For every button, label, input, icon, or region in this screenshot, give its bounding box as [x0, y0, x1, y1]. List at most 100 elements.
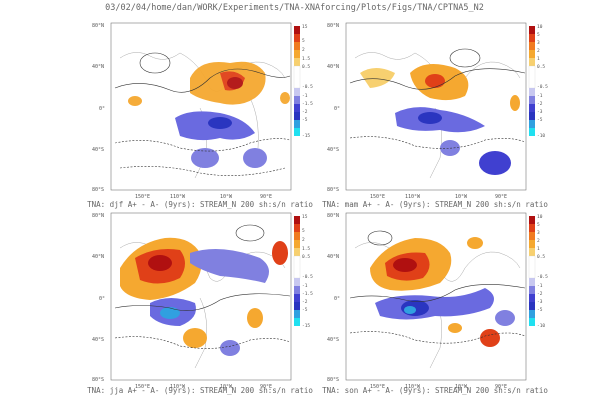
- colorbar-labels: 10 5 3 2 1 0.5 -0.5 -1 -2 -3 -5 -10: [537, 24, 548, 139]
- svg-text:2: 2: [537, 238, 540, 244]
- svg-text:110°W: 110°W: [170, 384, 186, 390]
- svg-text:150°E: 150°E: [370, 194, 385, 200]
- svg-text:90°E: 90°E: [495, 384, 507, 390]
- svg-text:5: 5: [302, 38, 305, 44]
- svg-text:-1: -1: [302, 93, 308, 99]
- svg-text:-10: -10: [537, 323, 545, 329]
- svg-text:-1: -1: [537, 93, 543, 99]
- svg-text:-1: -1: [537, 283, 543, 289]
- svg-text:110°W: 110°W: [170, 194, 186, 200]
- colorbar: [293, 26, 301, 136]
- svg-text:-5: -5: [302, 117, 308, 123]
- contours: [349, 230, 526, 344]
- svg-text:80°S: 80°S: [327, 187, 339, 193]
- map-panel-son: 80°N 40°N 0° 40°S 80°S 150°E 110°W 10°W …: [315, 208, 585, 398]
- svg-text:10°W: 10°W: [220, 194, 233, 200]
- warm-anomaly: [128, 61, 290, 106]
- svg-text:80°N: 80°N: [92, 23, 104, 29]
- svg-text:2: 2: [302, 47, 305, 53]
- map-svg-mam: 80°N 40°N 0° 40°S 80°S 150°E 110°W 10°W …: [327, 22, 548, 200]
- svg-text:-5: -5: [537, 117, 543, 123]
- caption-mam: TNA: mam A+ - A- (9yrs): STREAM_N 200 sh…: [322, 200, 548, 209]
- svg-text:0°: 0°: [99, 296, 105, 302]
- svg-text:5: 5: [537, 222, 540, 228]
- colorbar-labels: 15 5 2 1.5 0.5 -0.5 -1 -1.5 -2 -5 -15: [302, 24, 313, 139]
- svg-text:-10: -10: [537, 133, 545, 139]
- svg-text:-2: -2: [302, 109, 308, 115]
- svg-text:0.5: 0.5: [537, 254, 545, 260]
- svg-text:40°S: 40°S: [327, 147, 339, 153]
- svg-text:40°N: 40°N: [92, 254, 104, 260]
- svg-text:15: 15: [302, 214, 308, 220]
- lon-labels: 150°E 110°W 10°W 90°E: [135, 384, 272, 390]
- svg-text:-0.5: -0.5: [302, 274, 313, 280]
- svg-text:-15: -15: [302, 133, 310, 139]
- svg-text:-2: -2: [537, 291, 543, 297]
- map-svg-son: 80°N 40°N 0° 40°S 80°S 150°E 110°W 10°W …: [327, 212, 548, 390]
- warm-anomaly: [370, 237, 500, 347]
- svg-text:40°N: 40°N: [327, 64, 339, 70]
- svg-text:40°S: 40°S: [327, 337, 339, 343]
- cool-anomaly: [375, 288, 515, 326]
- svg-text:-2: -2: [302, 299, 308, 305]
- svg-text:0°: 0°: [99, 106, 105, 112]
- svg-text:150°E: 150°E: [370, 384, 385, 390]
- svg-text:10°W: 10°W: [455, 194, 468, 200]
- svg-text:10: 10: [537, 24, 543, 30]
- svg-text:40°S: 40°S: [92, 147, 104, 153]
- svg-text:80°N: 80°N: [327, 213, 339, 219]
- svg-text:10°W: 10°W: [220, 384, 233, 390]
- svg-text:0.5: 0.5: [302, 254, 310, 260]
- svg-text:80°N: 80°N: [327, 23, 339, 29]
- svg-text:-5: -5: [302, 307, 308, 313]
- map-panel-jja: 80°N 40°N 0° 40°S 80°S 150°E 110°W 10°W …: [80, 208, 350, 398]
- cool-anomaly: [395, 107, 511, 175]
- svg-text:80°N: 80°N: [92, 213, 104, 219]
- lat-labels: 80°N 40°N 0° 40°S 80°S: [92, 213, 105, 383]
- svg-text:1.5: 1.5: [302, 246, 310, 252]
- colorbar-labels: 10 5 3 2 1 0.5 -0.5 -1 -2 -3 -5 -10: [537, 214, 548, 329]
- svg-text:0.5: 0.5: [537, 64, 545, 70]
- colorbar: [293, 216, 301, 326]
- lat-labels: 80°N 40°N 0° 40°S 80°S: [327, 213, 340, 383]
- lat-labels: 80°N 40°N 0° 40°S 80°S: [327, 23, 340, 193]
- svg-text:-15: -15: [302, 323, 310, 329]
- svg-text:40°S: 40°S: [92, 337, 104, 343]
- svg-text:90°E: 90°E: [260, 194, 272, 200]
- contours: [349, 48, 526, 149]
- svg-text:15: 15: [302, 24, 308, 30]
- svg-text:-0.5: -0.5: [302, 84, 313, 90]
- svg-text:10°W: 10°W: [455, 384, 468, 390]
- contours: [114, 52, 291, 176]
- svg-text:80°S: 80°S: [92, 187, 104, 193]
- svg-text:0°: 0°: [334, 106, 340, 112]
- svg-text:80°S: 80°S: [327, 377, 339, 383]
- lon-labels: 150°E 110°W 10°W 90°E: [370, 194, 507, 200]
- lon-labels: 150°E 110°W 10°W 90°E: [135, 194, 272, 200]
- page-title: 03/02/04/home/dan/WORK/Experiments/TNA-X…: [105, 3, 484, 13]
- lon-labels: 150°E 110°W 10°W 90°E: [370, 384, 507, 390]
- lat-labels: 80°N 40°N 0° 40°S 80°S: [92, 23, 105, 193]
- svg-text:1: 1: [537, 246, 540, 252]
- cool-anomaly: [150, 249, 269, 356]
- svg-text:-1.5: -1.5: [302, 291, 313, 297]
- caption-djf: TNA: djf A+ - A- (9yrs): STREAM_N 200 sh…: [87, 200, 313, 209]
- svg-text:-3: -3: [537, 109, 543, 115]
- svg-text:3: 3: [537, 230, 540, 236]
- map-svg-jja: 80°N 40°N 0° 40°S 80°S 150°E 110°W 10°W …: [92, 212, 313, 390]
- svg-text:-1: -1: [302, 283, 308, 289]
- svg-text:2: 2: [537, 48, 540, 54]
- contours: [114, 224, 291, 349]
- svg-text:2: 2: [302, 237, 305, 243]
- svg-text:80°S: 80°S: [92, 377, 104, 383]
- svg-text:0.5: 0.5: [302, 64, 310, 70]
- svg-text:1: 1: [537, 56, 540, 62]
- svg-text:5: 5: [537, 32, 540, 38]
- colorbar-labels: 15 5 2 1.5 0.5 -0.5 -1 -1.5 -2 -5 -15: [302, 214, 313, 329]
- svg-text:-2: -2: [537, 101, 543, 107]
- svg-text:110°W: 110°W: [405, 384, 421, 390]
- svg-text:10: 10: [537, 214, 543, 220]
- warm-anomaly: [360, 64, 520, 111]
- map-panel-djf: 80°N 40°N 0° 40°S 80°S 150°E 110°W 10°W …: [80, 18, 350, 209]
- caption-jja: TNA: jja A+ - A- (9yrs): STREAM_N 200 sh…: [87, 386, 313, 395]
